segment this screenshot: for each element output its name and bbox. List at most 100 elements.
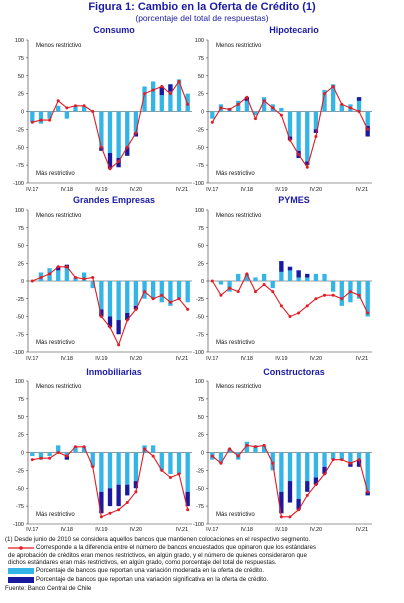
net-point xyxy=(125,145,129,149)
net-point xyxy=(366,311,370,315)
net-point xyxy=(323,92,327,96)
net-point xyxy=(236,290,240,294)
label-less-restrictive: Menos restrictivo xyxy=(216,213,262,219)
net-point xyxy=(305,493,309,497)
bar-moderate xyxy=(348,452,353,464)
bar-moderate xyxy=(168,452,173,474)
y-tick-label: 50 xyxy=(18,415,24,421)
bar-moderate xyxy=(244,441,249,453)
label-more-restrictive: Más restrictivo xyxy=(36,171,75,177)
bar-moderate xyxy=(270,281,275,289)
x-tick-label: IV.21 xyxy=(176,527,188,533)
net-point xyxy=(331,84,335,88)
y-tick-label: 100 xyxy=(195,38,204,44)
net-point xyxy=(288,138,292,142)
bar-moderate xyxy=(56,105,61,112)
bar-moderate xyxy=(331,84,336,112)
bar-moderate xyxy=(296,111,301,151)
y-tick-label: -100 xyxy=(13,522,24,528)
y-tick-label: 75 xyxy=(18,226,24,232)
bar-moderate xyxy=(133,281,139,306)
bar-moderate xyxy=(151,81,156,112)
bar-moderate xyxy=(305,273,310,281)
x-tick-label: IV.20 xyxy=(310,187,322,193)
bar-moderate xyxy=(365,452,370,492)
net-point xyxy=(56,99,60,103)
figure-title: Figura 1: Cambio en la Oferta de Crédito… xyxy=(88,1,316,13)
bar-moderate xyxy=(107,281,113,317)
net-point xyxy=(228,107,232,111)
net-point xyxy=(340,458,344,462)
net-point xyxy=(366,490,370,494)
net-point xyxy=(168,92,172,96)
x-tick-label: IV.20 xyxy=(130,527,142,533)
bar-moderate xyxy=(90,281,95,289)
y-tick-label: 75 xyxy=(18,397,24,403)
net-point xyxy=(323,293,327,297)
line-legend-text-3: dichos estándares eran más restrictivos,… xyxy=(8,559,277,566)
y-tick-label: -25 xyxy=(196,297,204,303)
bar-significant xyxy=(279,491,284,514)
net-point xyxy=(177,472,181,476)
bar-moderate xyxy=(287,111,293,137)
net-point xyxy=(177,297,181,301)
bar-moderate xyxy=(261,273,267,281)
bar-significant xyxy=(244,97,249,101)
net-point xyxy=(297,508,301,512)
x-tick-label: IV.21 xyxy=(356,187,368,193)
chart-title: Constructoras xyxy=(263,367,325,377)
y-tick-label: -75 xyxy=(16,504,24,510)
bar-moderate xyxy=(185,452,190,492)
net-point xyxy=(82,277,86,281)
bar-moderate xyxy=(116,281,121,321)
bar-moderate xyxy=(331,452,336,460)
bar-significant xyxy=(185,491,190,507)
net-point xyxy=(73,275,77,279)
bar-significant xyxy=(365,125,370,137)
y-tick-label: 50 xyxy=(198,244,204,250)
y-tick-label: 25 xyxy=(18,261,24,267)
net-point xyxy=(262,443,266,447)
x-tick-label: IV.19 xyxy=(275,356,287,362)
bar-significant xyxy=(279,261,284,272)
net-point xyxy=(323,472,327,476)
y-tick-label: 0 xyxy=(21,451,24,457)
net-point xyxy=(48,272,52,276)
net-point xyxy=(245,95,249,99)
chart-panel-1: Consumo 100 75 50 25 0 -25 -50 -75 -100 Menos rest… xyxy=(13,25,192,193)
bar-moderate xyxy=(64,111,69,119)
bar-moderate xyxy=(322,452,327,467)
net-point xyxy=(236,102,240,106)
bar-moderate xyxy=(125,281,130,313)
net-point xyxy=(39,456,43,460)
chart-title: Hipotecario xyxy=(269,25,319,35)
bar-moderate xyxy=(56,445,61,453)
net-point xyxy=(253,290,257,294)
bar-moderate xyxy=(279,107,284,112)
bar-moderate xyxy=(99,111,104,148)
bar-significant xyxy=(305,161,310,166)
bar-significant xyxy=(125,312,130,321)
bar-moderate xyxy=(30,452,35,457)
x-tick-label: IV.17 xyxy=(26,356,38,362)
net-point xyxy=(210,279,214,283)
y-tick-label: -100 xyxy=(13,181,24,187)
x-tick-label: IV.20 xyxy=(130,187,142,193)
label-less-restrictive: Menos restrictivo xyxy=(36,213,82,219)
x-tick-label: IV.19 xyxy=(275,527,287,533)
net-point xyxy=(219,293,223,297)
y-tick-label: -25 xyxy=(16,297,24,303)
net-point xyxy=(30,120,34,124)
y-tick-label: -75 xyxy=(196,332,204,338)
bar-moderate xyxy=(133,111,139,133)
net-point xyxy=(30,279,34,283)
chart-title: Inmobiliarias xyxy=(86,367,142,377)
net-point xyxy=(143,447,147,451)
bar-moderate xyxy=(313,452,319,478)
x-tick-label: IV.17 xyxy=(206,356,218,362)
bar-moderate xyxy=(253,111,258,116)
bar-significant xyxy=(313,477,319,485)
net-point xyxy=(262,283,266,287)
bar-moderate xyxy=(227,448,232,453)
bar-moderate xyxy=(296,452,301,499)
